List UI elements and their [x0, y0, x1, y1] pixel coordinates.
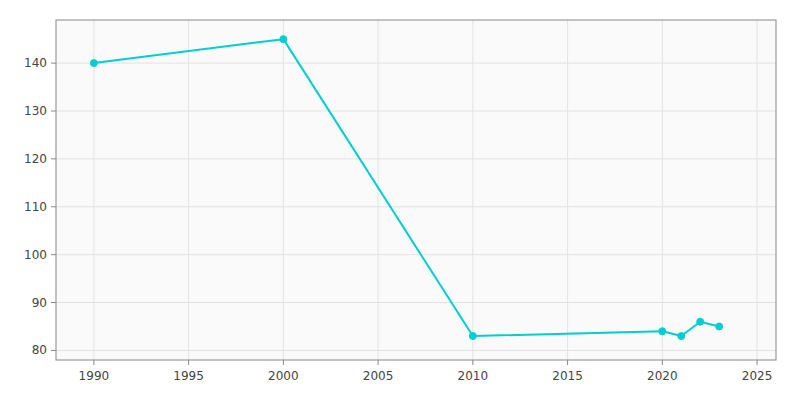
data-point	[280, 36, 287, 43]
y-tick-label: 120	[24, 152, 47, 166]
data-point	[469, 333, 476, 340]
x-tick	[188, 360, 189, 365]
x-grid-line	[283, 20, 284, 360]
y-grid-line	[56, 158, 776, 159]
series	[90, 36, 722, 340]
y-tick	[51, 63, 56, 64]
data-point	[659, 328, 666, 335]
x-grid-line	[567, 20, 568, 360]
data-point	[90, 60, 97, 67]
y-grid-line	[56, 63, 776, 64]
y-grid-line	[56, 206, 776, 207]
x-tick	[757, 360, 758, 365]
y-tick	[51, 254, 56, 255]
x-grid-line	[662, 20, 663, 360]
x-tick	[567, 360, 568, 365]
y-tick	[51, 350, 56, 351]
x-tick	[662, 360, 663, 365]
data-point	[678, 333, 685, 340]
x-grid-line	[472, 20, 473, 360]
x-tick	[472, 360, 473, 365]
y-tick-label: 140	[24, 56, 47, 70]
x-tick	[378, 360, 379, 365]
y-tick	[51, 206, 56, 207]
y-tick-label: 130	[24, 104, 47, 118]
plot-frame	[56, 20, 776, 360]
y-tick	[51, 110, 56, 111]
y-tick	[51, 302, 56, 303]
x-tick-label: 1990	[79, 369, 110, 383]
x-grid-line	[188, 20, 189, 360]
x-tick-label: 2000	[268, 369, 299, 383]
x-tick-label: 2015	[552, 369, 583, 383]
y-grid-line	[56, 350, 776, 351]
grid	[56, 20, 776, 360]
x-grid-line	[93, 20, 94, 360]
y-tick	[51, 158, 56, 159]
y-grid-line	[56, 254, 776, 255]
plot-background	[56, 20, 776, 360]
y-grid-line	[56, 110, 776, 111]
x-tick-label: 2025	[742, 369, 773, 383]
data-point	[716, 323, 723, 330]
x-tick	[93, 360, 94, 365]
x-tick-label: 2005	[363, 369, 394, 383]
x-tick-label: 2010	[458, 369, 489, 383]
y-tick-label: 100	[24, 248, 47, 262]
y-tick-label: 80	[32, 343, 47, 357]
chart-container: 1990 1995 2000 2005 2010 2015 2020 2025 80 90 100 1…	[0, 0, 800, 400]
y-grid-line	[56, 302, 776, 303]
data-line	[94, 39, 719, 336]
x-tick	[283, 360, 284, 365]
x-grid-line	[757, 20, 758, 360]
y-tick-label: 110	[24, 200, 47, 214]
y-tick-label: 90	[32, 296, 47, 310]
x-tick-label: 2020	[647, 369, 678, 383]
x-tick-label: 1995	[173, 369, 204, 383]
chart-svg: 1990 1995 2000 2005 2010 2015 2020 2025 80 90 100 1…	[0, 0, 800, 400]
data-point	[697, 318, 704, 325]
